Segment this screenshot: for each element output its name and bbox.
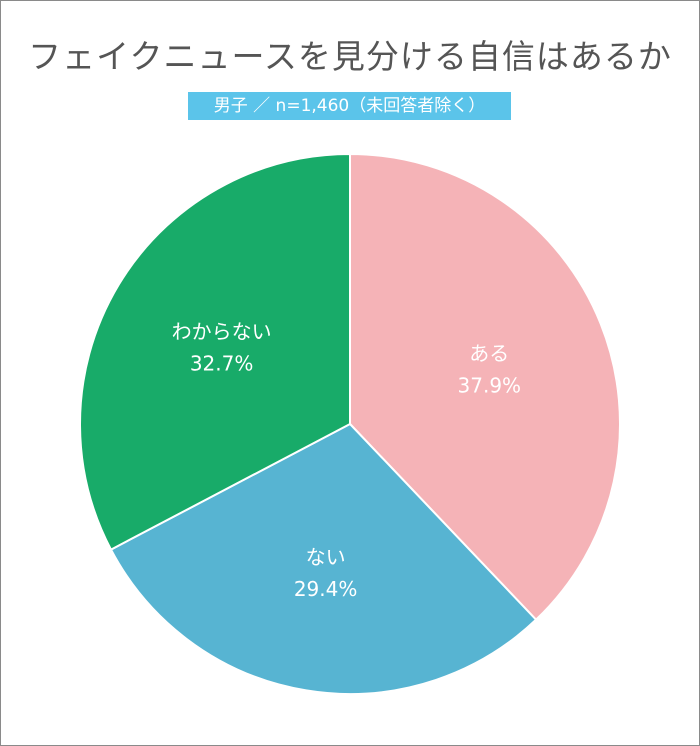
chart-subtitle-badge: 男子 ／ n=1,460（未回答者除く）	[188, 92, 511, 120]
pie-slice-2	[79, 152, 351, 551]
pie-slice-0	[349, 152, 621, 622]
pie-labels: ある 37.9% ない 29.4% わからない 32.7%	[172, 319, 521, 601]
slice-value-0: 37.9%	[458, 373, 522, 397]
slice-value-1: 29.4%	[294, 577, 358, 601]
slice-label-2: わからない	[172, 319, 272, 343]
pie-slice-1	[109, 422, 538, 695]
chart-title: フェイクニュースを見分ける自信はあるか	[28, 37, 672, 76]
slice-value-2: 32.7%	[190, 351, 254, 375]
slice-label-1: ない	[306, 545, 346, 569]
slice-label-0: ある	[469, 341, 509, 365]
pie-slices	[79, 152, 621, 695]
